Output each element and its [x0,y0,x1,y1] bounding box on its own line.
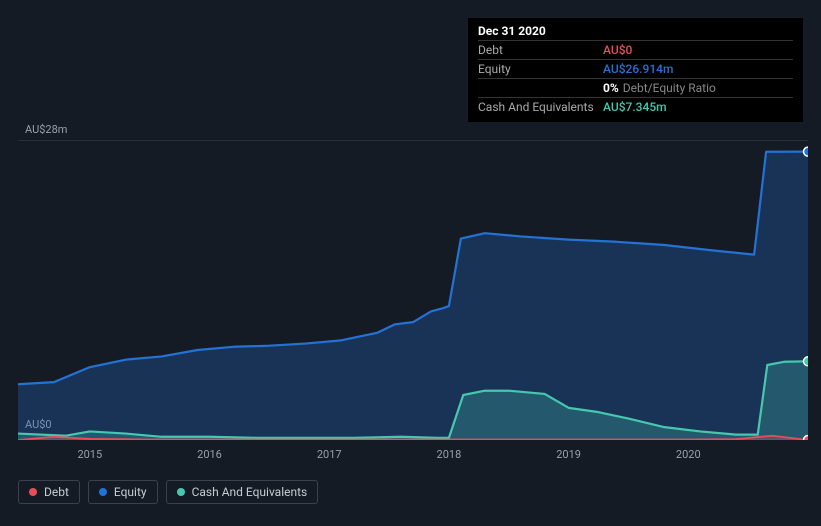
legend-item[interactable]: Cash And Equivalents [166,480,319,504]
legend-dot-icon [29,488,37,496]
equity-end-marker [804,147,809,156]
chart-tooltip: Dec 31 2020 DebtAU$0EquityAU$26.914m0%De… [468,18,803,122]
chart-legend: Debt Equity Cash And Equivalents [18,480,318,504]
legend-label: Equity [114,485,147,499]
tooltip-rows: DebtAU$0EquityAU$26.914m0%Debt/Equity Ra… [478,40,793,116]
tooltip-row-pct: 0% [603,81,619,95]
tooltip-row: 0% Debt/Equity Ratio [478,78,793,97]
tooltip-row-value: AU$7.345m [603,100,667,114]
x-tick: 2020 [676,448,701,461]
y-axis-top-label: AU$28m [25,123,67,136]
tooltip-row-label: Debt [478,43,603,57]
tooltip-row: Cash And EquivalentsAU$7.345m [478,97,793,116]
cash-end-marker [804,357,809,366]
x-tick: 2015 [77,448,102,461]
x-tick: 2018 [437,448,462,461]
tooltip-row-value: AU$26.914m [603,62,673,76]
chart-plot [18,140,808,440]
legend-dot-icon [99,488,107,496]
tooltip-row-suffix: Debt/Equity Ratio [623,81,716,95]
legend-item[interactable]: Equity [88,480,158,504]
x-tick: 2017 [317,448,342,461]
legend-dot-icon [177,488,185,496]
x-tick: 2019 [556,448,581,461]
x-tick: 2016 [197,448,222,461]
legend-label: Cash And Equivalents [192,485,308,499]
tooltip-row-label [478,81,603,95]
tooltip-row-label: Equity [478,62,603,76]
legend-label: Debt [44,485,69,499]
tooltip-row: DebtAU$0 [478,40,793,59]
legend-item[interactable]: Debt [18,480,80,504]
equity-area [18,152,808,440]
tooltip-row: EquityAU$26.914m [478,59,793,78]
tooltip-row-value: AU$0 [603,43,632,57]
tooltip-row-label: Cash And Equivalents [478,100,603,114]
tooltip-date: Dec 31 2020 [478,24,793,40]
